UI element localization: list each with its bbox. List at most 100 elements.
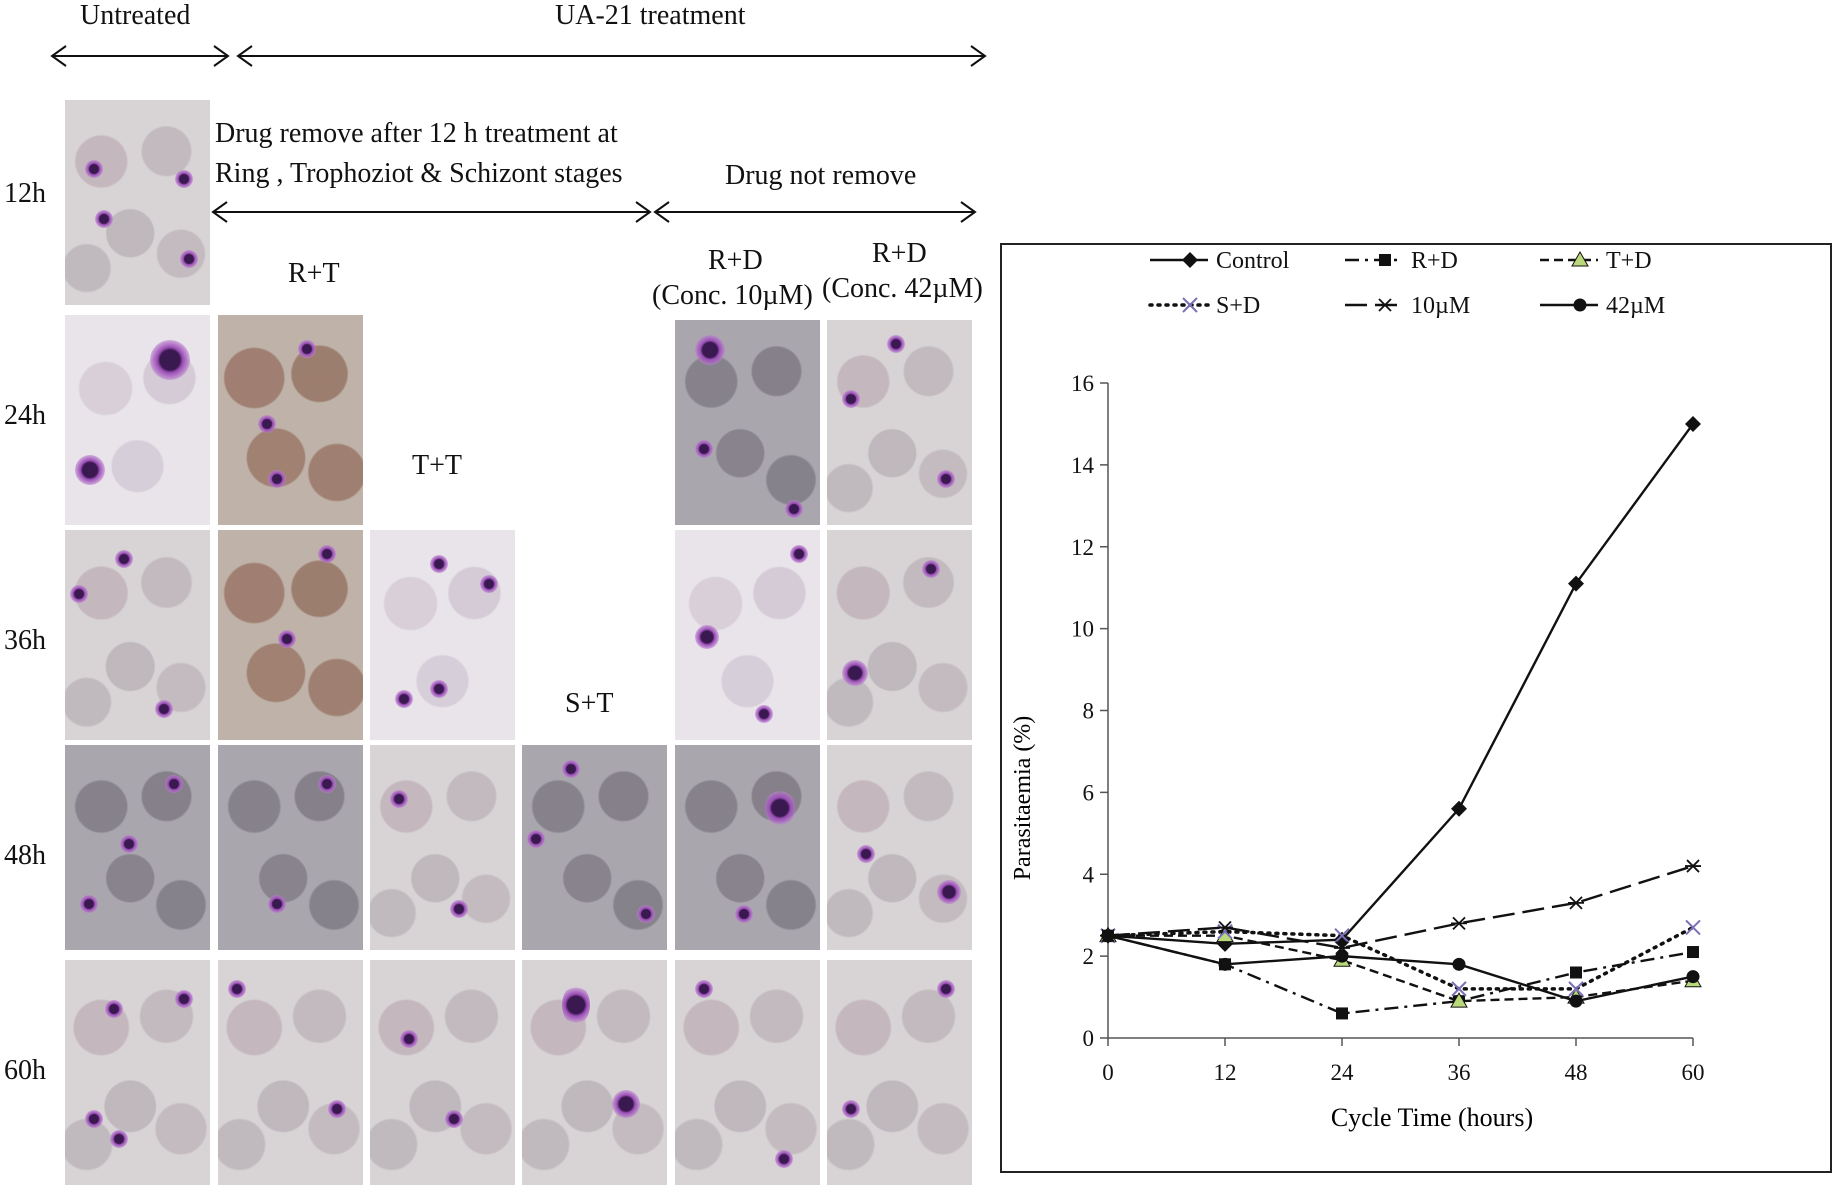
legend-item: R+D	[1345, 248, 1458, 274]
micrograph-rd10-48h	[675, 745, 820, 950]
legend-label: 42µM	[1606, 293, 1665, 319]
data-point	[1450, 992, 1468, 1008]
legend-marker	[1573, 298, 1587, 312]
series-line	[1107, 864, 1694, 950]
y-tick-label: 0	[1083, 1026, 1095, 1051]
micrograph-untreated-36h	[65, 530, 210, 740]
micrograph-untreated-60h	[65, 960, 210, 1185]
data-point	[1451, 800, 1467, 817]
x-tick-label: 36	[1448, 1060, 1471, 1085]
data-point	[1568, 981, 1584, 997]
micrograph-st-48h	[522, 745, 667, 950]
micrograph-tt-48h	[370, 745, 515, 950]
legend-label: 10µM	[1411, 293, 1470, 319]
row-label-48h: 48h	[4, 840, 46, 871]
drug-removed-line2: Ring , Trophoziot & Schizont stages	[215, 158, 623, 189]
legend-label: S+D	[1216, 293, 1260, 319]
data-point	[1216, 926, 1234, 943]
series-line	[1107, 423, 1694, 946]
series-line	[1108, 934, 1694, 1003]
series-3	[1100, 919, 1701, 997]
micrograph-untreated-48h	[65, 745, 210, 950]
micrograph-rd10-36h	[675, 530, 820, 740]
data-point	[1101, 929, 1115, 943]
x-axis-title: Cycle Time (hours)	[1331, 1103, 1533, 1132]
micrograph-st-60h	[522, 960, 667, 1185]
micrograph-rt-24h	[218, 315, 363, 525]
data-point	[1685, 859, 1701, 873]
col-label-rd10-b: (Conc. 10µM)	[652, 280, 813, 311]
header-arrows	[50, 45, 987, 223]
col-label-rd42-b: (Conc. 42µM)	[822, 273, 983, 304]
x-tick-label: 0	[1102, 1060, 1114, 1085]
legend-item: Control	[1150, 248, 1290, 274]
x-tick-label: 24	[1331, 1060, 1355, 1085]
data-point	[1685, 415, 1701, 432]
legend-label: R+D	[1411, 248, 1458, 274]
data-point	[1569, 994, 1583, 1008]
micrograph-rd42-24h	[827, 320, 972, 525]
x-tick-label: 60	[1682, 1060, 1705, 1085]
chart-legend: Control R+D T+D S+D 10µM 42µM	[1148, 248, 1665, 319]
col-label-rd10-a: R+D	[708, 245, 763, 276]
data-point	[1451, 916, 1467, 931]
y-tick-label: 16	[1071, 371, 1094, 396]
row-label-24h: 24h	[4, 400, 46, 431]
y-tick-label: 10	[1071, 617, 1094, 642]
micrograph-rd42-36h	[827, 530, 972, 740]
col-label-rt: R+T	[288, 258, 340, 289]
y-tick-label: 4	[1083, 862, 1095, 887]
legend-marker	[1182, 252, 1198, 268]
micrograph-rt-60h	[218, 960, 363, 1185]
micrograph-rt-48h	[218, 745, 363, 950]
y-axis-title: Parasitaemia (%)	[1010, 716, 1036, 881]
legend-item: S+D	[1148, 293, 1260, 319]
series-0	[1100, 415, 1701, 952]
col-label-tt: T+T	[412, 450, 462, 481]
y-tick-label: 6	[1083, 780, 1095, 805]
series-line	[1106, 925, 1695, 991]
data-point	[1218, 957, 1232, 971]
micrograph-rd42-48h	[827, 745, 972, 950]
x-tick-label: 12	[1214, 1060, 1237, 1085]
legend-marker	[1182, 297, 1198, 313]
row-label-12h: 12h	[4, 178, 46, 209]
col-label-rd42-a: R+D	[872, 238, 927, 269]
micrograph-rt-36h	[218, 530, 363, 740]
micrograph-rd42-60h	[827, 960, 972, 1185]
legend-marker	[1571, 250, 1589, 267]
micrograph-untreated-12h	[65, 100, 210, 305]
series-1	[1102, 929, 1699, 1020]
data-point	[1570, 966, 1582, 979]
data-point	[1452, 957, 1466, 971]
row-label-60h: 60h	[4, 1055, 46, 1086]
data-point	[1217, 920, 1233, 935]
treatment-label: UA-21 treatment	[555, 0, 746, 31]
micrograph-rd10-60h	[675, 960, 820, 1185]
legend-marker	[1377, 298, 1393, 312]
series-line	[1107, 934, 1694, 1003]
legend-item: 42µM	[1540, 293, 1665, 319]
series-5	[1101, 929, 1700, 1008]
data-point	[1334, 927, 1350, 944]
series-2	[1099, 926, 1702, 1008]
y-tick-label: 12	[1071, 535, 1094, 560]
row-label-36h: 36h	[4, 625, 46, 656]
y-tick-label: 8	[1083, 699, 1095, 724]
data-point	[1685, 919, 1701, 936]
x-tick-label: 48	[1565, 1060, 1588, 1085]
y-tick-label: 2	[1083, 944, 1095, 969]
legend-item: T+D	[1540, 248, 1652, 274]
data-point	[1568, 896, 1584, 910]
untreated-label: Untreated	[80, 0, 191, 31]
drug-not-removed-label: Drug not remove	[725, 160, 917, 191]
data-point	[1568, 575, 1584, 592]
micrograph-rd10-24h	[675, 320, 820, 525]
chart-frame	[1000, 243, 1832, 1173]
micrograph-tt-60h	[370, 960, 515, 1185]
data-point	[1335, 949, 1349, 963]
legend-marker	[1379, 254, 1391, 266]
data-point	[1336, 1007, 1348, 1020]
legend-label: T+D	[1606, 248, 1652, 274]
